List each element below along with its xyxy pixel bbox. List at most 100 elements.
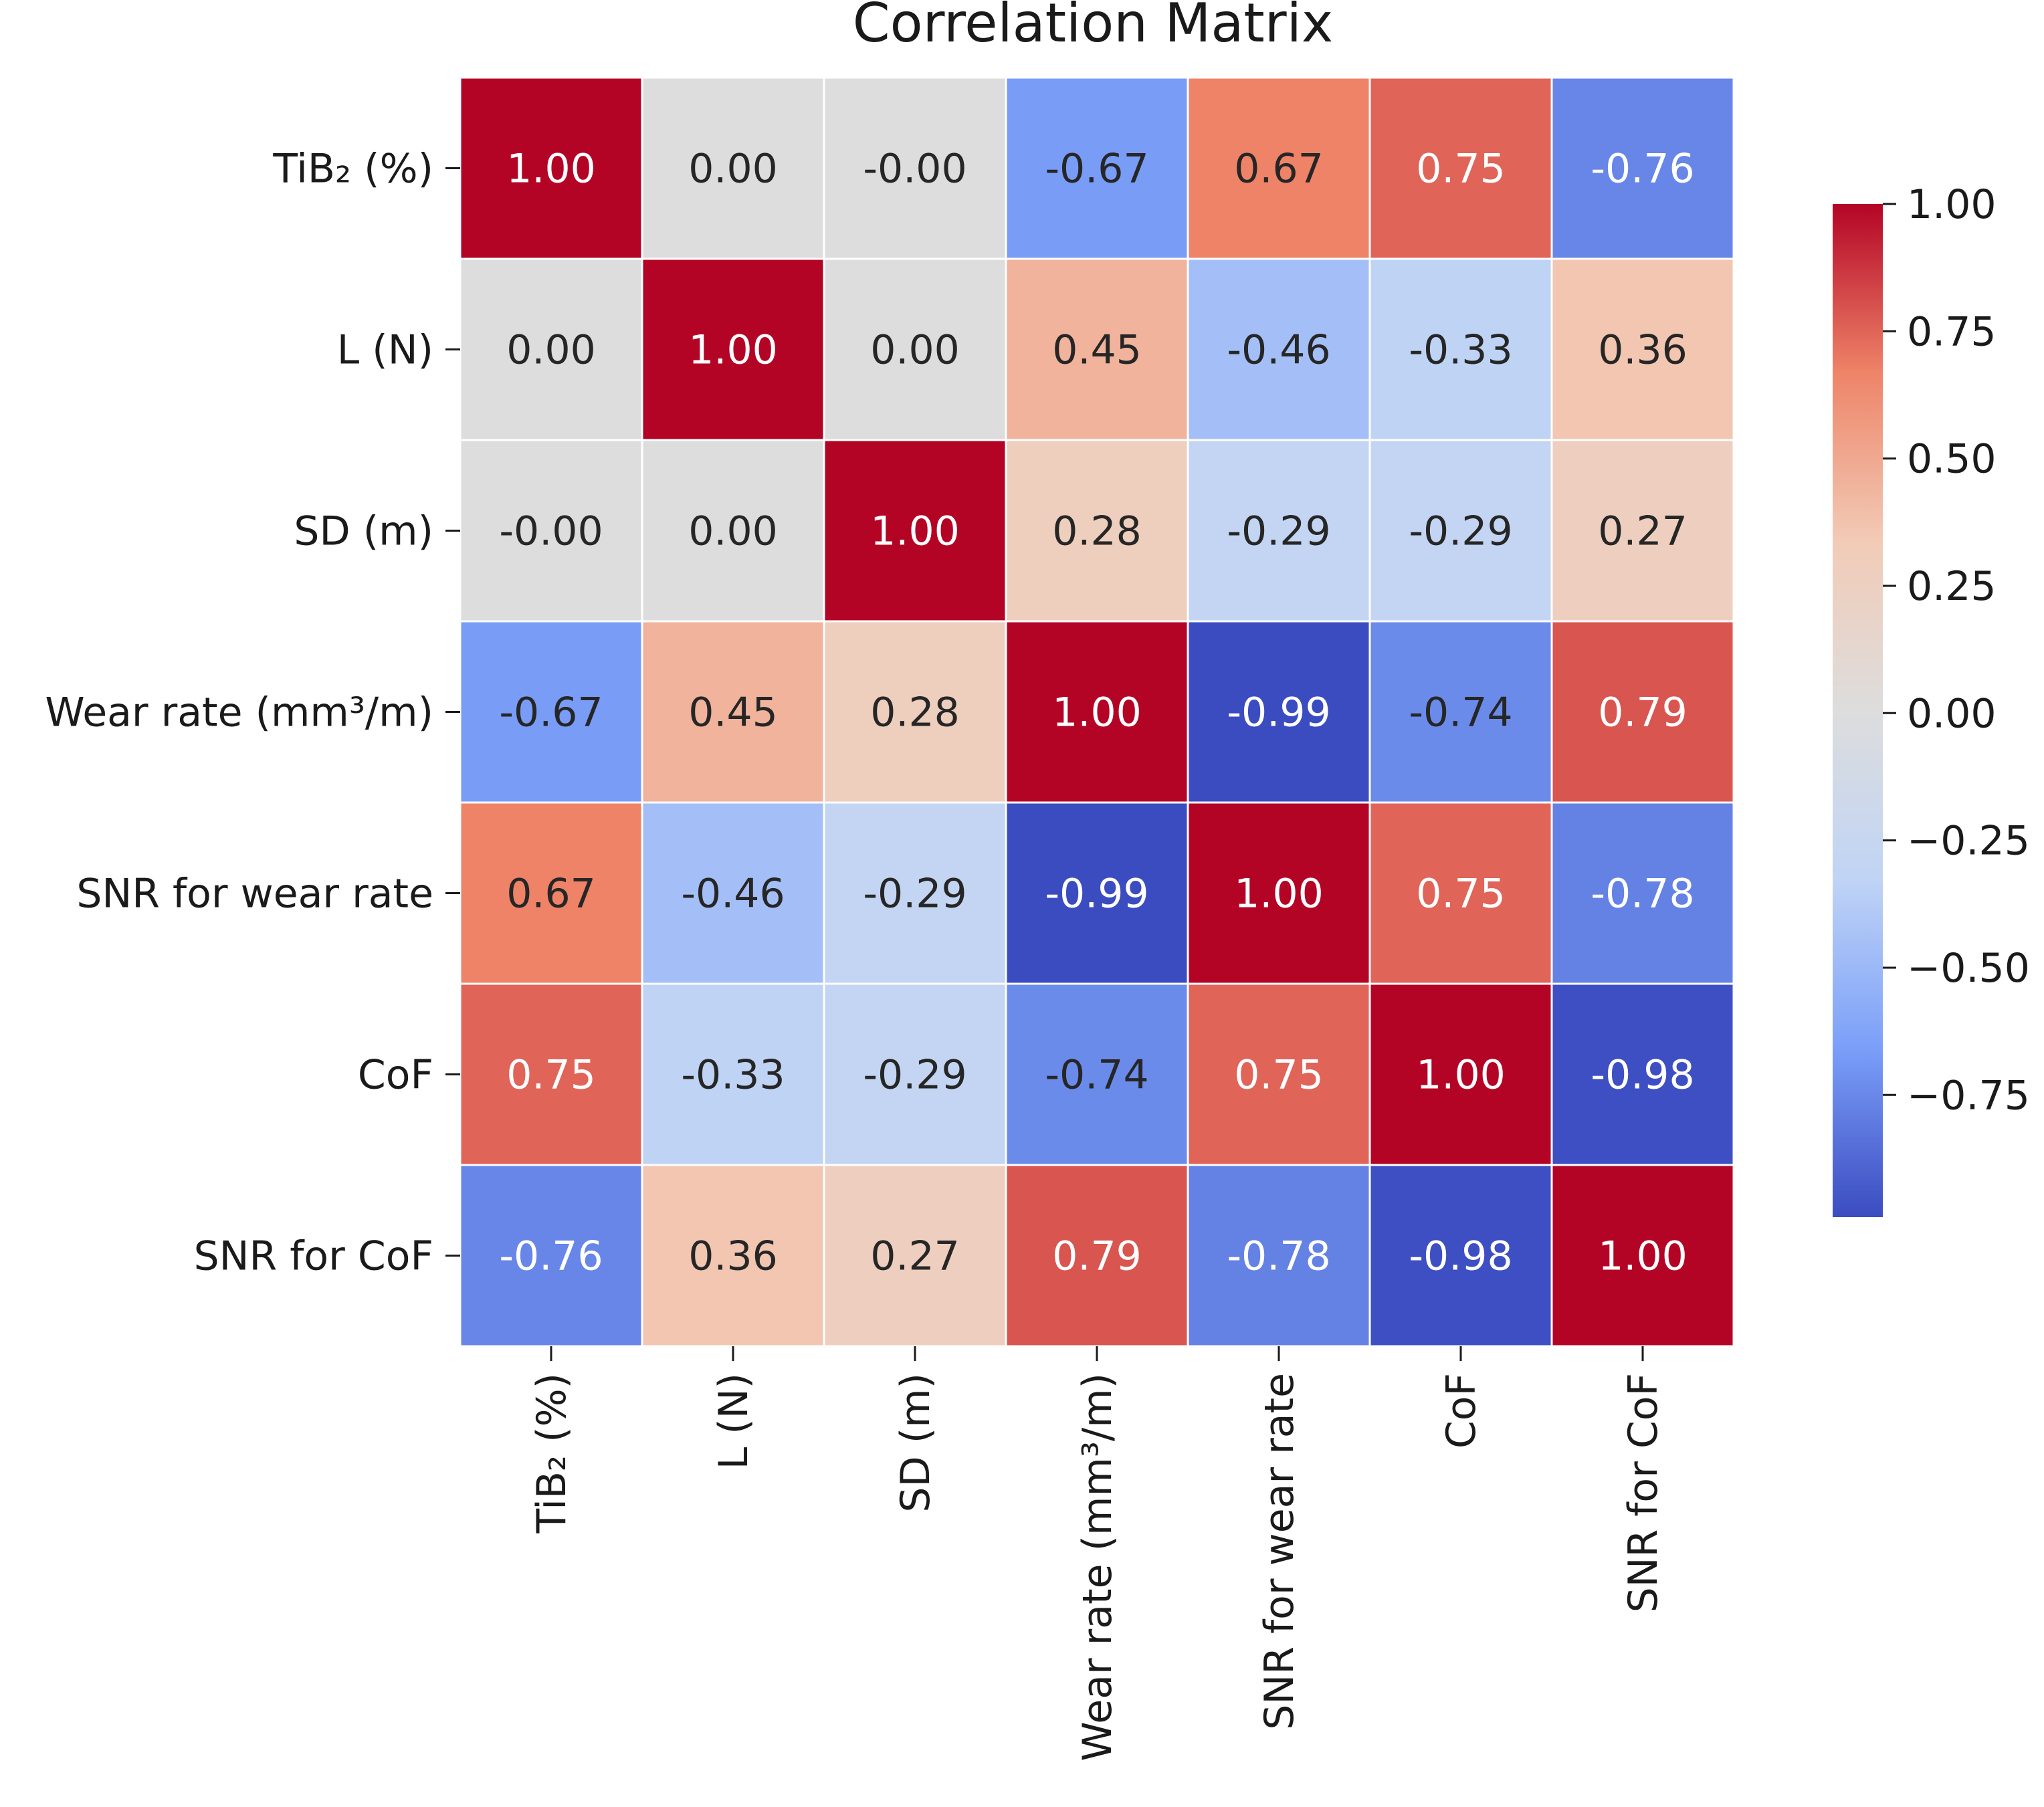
cell-value-label: -0.33 xyxy=(1409,327,1512,374)
cell-value-label: 0.67 xyxy=(506,871,596,918)
cell-value-label: -0.29 xyxy=(863,871,966,918)
cell-value-label: 0.00 xyxy=(688,146,778,193)
column-tick-label: SD (m) xyxy=(892,1373,939,1513)
colorbar-tick-label: 0.50 xyxy=(1907,436,1997,483)
row-tick-label: SD (m) xyxy=(294,508,433,555)
colorbar-tick-label: −0.25 xyxy=(1907,818,2030,865)
heatmap-cell xyxy=(1005,620,1189,804)
heatmap-cell xyxy=(641,76,825,260)
cell-value-label: -0.46 xyxy=(681,871,785,918)
heatmap-cell xyxy=(1005,1164,1189,1348)
cell-value-label: -0.99 xyxy=(1227,689,1330,736)
column-tick-label: L (N) xyxy=(710,1373,757,1469)
colorbar-tick-label: −0.75 xyxy=(1907,1072,2030,1119)
heatmap-cell xyxy=(823,982,1007,1166)
heatmap-cell xyxy=(1187,1164,1371,1348)
cell-value-label: -0.76 xyxy=(499,1233,603,1280)
heatmap-cell xyxy=(1550,1164,1735,1348)
heatmap-cell xyxy=(459,801,643,985)
cell-value-label: -0.46 xyxy=(1227,327,1330,374)
heatmap-cell xyxy=(823,76,1007,260)
heatmap-cell xyxy=(1550,982,1735,1166)
column-tick-label: SNR for CoF xyxy=(1620,1373,1667,1612)
cell-value-label: 1.00 xyxy=(1234,871,1324,918)
column-tick-label: CoF xyxy=(1438,1373,1485,1449)
cell-value-label: -0.00 xyxy=(863,146,966,193)
cell-value-label: 1.00 xyxy=(1052,689,1142,736)
row-tick-label: L (N) xyxy=(337,327,433,374)
cell-value-label: -0.78 xyxy=(1227,1233,1330,1280)
cell-value-label: -0.29 xyxy=(863,1052,966,1099)
cell-value-label: 1.00 xyxy=(688,327,778,374)
heatmap-cells: 1.00 0.00 -0.00 -0.67 0.67 0.75 -0.76 0.00 1.00 0… xyxy=(459,76,1735,1348)
heatmap-cell xyxy=(1187,76,1371,260)
cell-value-label: 0.75 xyxy=(1416,146,1506,193)
cell-value-label: 0.45 xyxy=(1052,327,1142,374)
heatmap-cell xyxy=(1187,982,1371,1166)
heatmap-cell xyxy=(1368,257,1553,441)
cell-value-label: 0.45 xyxy=(688,689,778,736)
row-tick-label: SNR for wear rate xyxy=(76,871,433,918)
cell-value-label: 0.00 xyxy=(506,327,596,374)
cell-value-label: 0.27 xyxy=(1598,508,1688,555)
colorbar: 1.00 0.75 0.50 0.25 0.00 −0.25 −0.50 −0.75 xyxy=(1833,181,2030,1217)
column-tick-label: SNR for wear rate xyxy=(1256,1373,1303,1730)
column-tick-label: TiB₂ (%) xyxy=(528,1373,575,1534)
cell-value-label: 0.79 xyxy=(1598,689,1688,736)
heatmap-cell xyxy=(459,1164,643,1348)
cell-value-label: 0.28 xyxy=(1052,508,1142,555)
row-tick-label: SNR for CoF xyxy=(194,1233,433,1280)
colorbar-tick-label: 1.00 xyxy=(1907,181,1997,228)
heatmap-cell xyxy=(1368,76,1553,260)
cell-value-label: -0.98 xyxy=(1409,1233,1512,1280)
colorbar-ticks: 1.00 0.75 0.50 0.25 0.00 −0.25 −0.50 −0.75 xyxy=(1883,181,2030,1119)
colorbar-tick-label: −0.50 xyxy=(1907,945,2030,992)
column-tick-labels: TiB₂ (%) L (N) SD (m) Wear rate (mm³/m) SNR … xyxy=(528,1346,1667,1762)
heatmap-cell xyxy=(1550,257,1735,441)
cell-value-label: 0.67 xyxy=(1234,146,1324,193)
heatmap-cell xyxy=(823,801,1007,985)
heatmap-cell xyxy=(641,439,825,623)
colorbar-gradient xyxy=(1833,204,1883,1217)
colorbar-tick-label: 0.75 xyxy=(1907,308,1997,355)
heatmap-cell xyxy=(641,982,825,1166)
cell-value-label: -0.00 xyxy=(499,508,603,555)
heatmap-cell xyxy=(459,439,643,623)
heatmap-cell xyxy=(641,620,825,804)
cell-value-label: 0.28 xyxy=(870,689,960,736)
cell-value-label: -0.33 xyxy=(681,1052,785,1099)
cell-value-label: -0.74 xyxy=(1045,1052,1148,1099)
cell-value-label: 0.75 xyxy=(1416,871,1506,918)
cell-value-label: 1.00 xyxy=(506,146,596,193)
heatmap-cell xyxy=(459,76,643,260)
heatmap-cell xyxy=(1187,257,1371,441)
cell-value-label: 0.75 xyxy=(506,1052,596,1099)
cell-value-label: 0.36 xyxy=(688,1233,778,1280)
cell-value-label: -0.76 xyxy=(1591,146,1694,193)
heatmap-cell xyxy=(1550,620,1735,804)
colorbar-tick-label: 0.00 xyxy=(1907,690,1997,737)
cell-value-label: 0.00 xyxy=(870,327,960,374)
heatmap-cell xyxy=(823,257,1007,441)
cell-value-label: -0.78 xyxy=(1591,871,1694,918)
heatmap-cell xyxy=(823,1164,1007,1348)
cell-value-label: -0.74 xyxy=(1409,689,1512,736)
cell-value-label: -0.99 xyxy=(1045,871,1148,918)
cell-value-label: 0.27 xyxy=(870,1233,960,1280)
cell-value-label: 1.00 xyxy=(1416,1052,1506,1099)
heatmap-cell xyxy=(1368,439,1553,623)
row-tick-label: Wear rate (mm³/m) xyxy=(45,689,433,736)
cell-value-label: 0.00 xyxy=(688,508,778,555)
row-tick-label: CoF xyxy=(358,1052,433,1099)
heatmap-cell xyxy=(459,982,643,1166)
cell-value-label: 1.00 xyxy=(1598,1233,1688,1280)
cell-value-label: 1.00 xyxy=(870,508,960,555)
heatmap-cell xyxy=(1368,620,1553,804)
cell-value-label: 0.79 xyxy=(1052,1233,1142,1280)
colorbar-tick-label: 0.25 xyxy=(1907,563,1997,610)
cell-value-label: -0.29 xyxy=(1227,508,1330,555)
heatmap-cell xyxy=(459,620,643,804)
heatmap-cell xyxy=(1550,801,1735,985)
cell-value-label: -0.67 xyxy=(1045,146,1148,193)
